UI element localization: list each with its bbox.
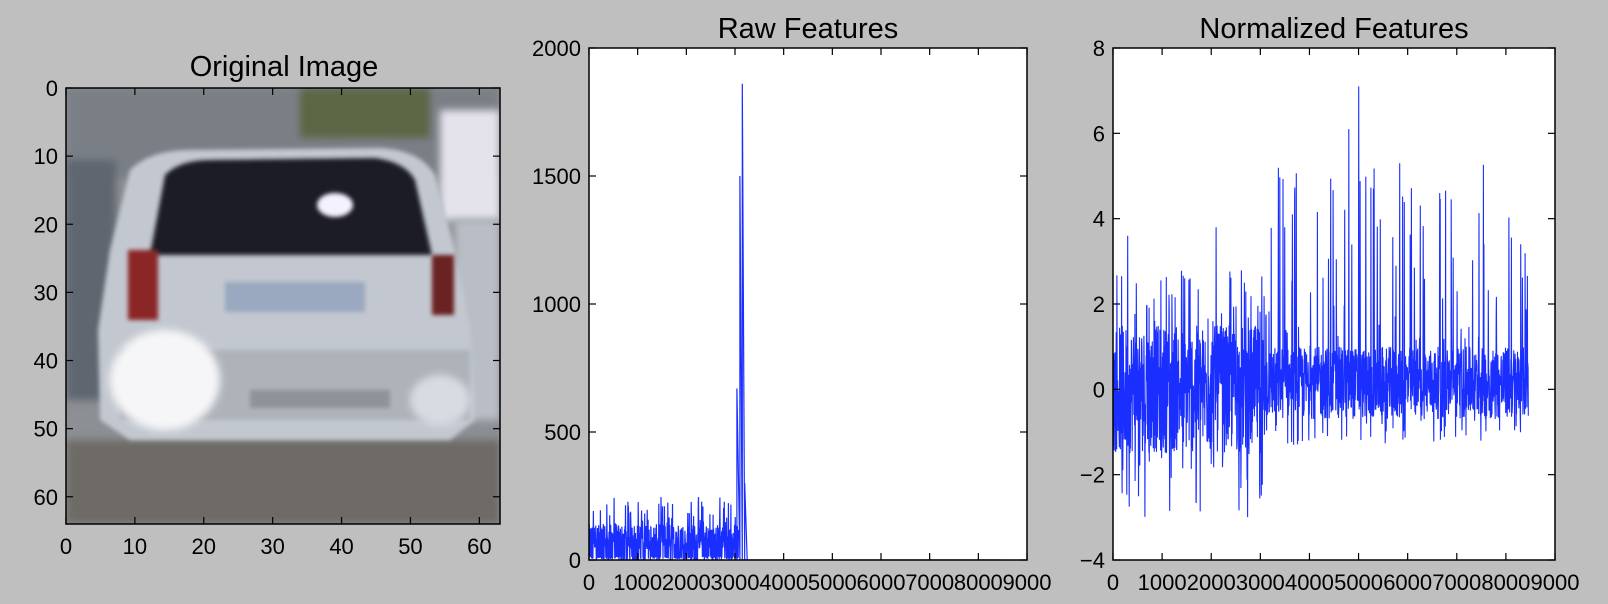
normalized-features-xtick-label: 9000 [1531, 570, 1580, 595]
raw-features-ytick-label: 0 [569, 548, 581, 573]
raw-features-xtick-label: 2000 [662, 570, 711, 595]
car-image [66, 88, 500, 524]
original-image-ytick-label: 60 [34, 485, 58, 510]
raw-features-ytick-label: 2000 [532, 36, 581, 61]
raw-features-xtick-label: 0 [583, 570, 595, 595]
normalized-features-ytick-label: 0 [1093, 377, 1105, 402]
original-image-ytick-label: 40 [34, 349, 58, 374]
raw-features-xtick-label: 8000 [954, 570, 1003, 595]
normalized-features-ytick-label: −4 [1080, 548, 1105, 573]
original-image-xtick-label: 60 [467, 534, 491, 559]
original-image-ytick-label: 0 [46, 76, 58, 101]
original-image-ytick-label: 50 [34, 417, 58, 442]
original-image-frame [65, 87, 501, 525]
original-image-title: Original Image [190, 51, 379, 83]
original-image-xtick-label: 40 [329, 534, 353, 559]
raw-features-xtick-label: 9000 [1003, 570, 1052, 595]
raw-features-panel: Raw Features 0 1000 2000 3000 4000 5000 6000 70… [532, 13, 1051, 595]
normalized-features-xtick-label: 2000 [1187, 570, 1236, 595]
raw-features-xtick-label: 1000 [613, 570, 662, 595]
raw-features-plot-area [589, 48, 1027, 560]
raw-features-xtick-label: 6000 [857, 570, 906, 595]
original-image-xtick-label: 30 [260, 534, 284, 559]
original-image-xtick-label: 0 [60, 534, 72, 559]
normalized-features-xtick-label: 3000 [1236, 570, 1285, 595]
original-image-xtick-label: 50 [398, 534, 422, 559]
normalized-features-series [1113, 86, 1529, 518]
raw-features-ytick-label: 1500 [532, 164, 581, 189]
original-image-xtick-label: 10 [123, 534, 147, 559]
raw-features-ytick-label: 500 [544, 420, 581, 445]
original-image-ytick-label: 30 [34, 280, 58, 305]
original-image-xtick-label: 20 [192, 534, 216, 559]
normalized-features-ytick-label: 8 [1093, 36, 1105, 61]
normalized-features-xtick-label: 4000 [1285, 570, 1334, 595]
normalized-features-xtick-label: 6000 [1383, 570, 1432, 595]
normalized-features-xtick-label: 1000 [1138, 570, 1187, 595]
normalized-features-panel: Normalized Features 0 1000 2000 3000 4000 500… [1080, 13, 1580, 595]
normalized-features-title: Normalized Features [1199, 13, 1468, 45]
normalized-features-ytick-label: 6 [1093, 121, 1105, 146]
original-image-panel: Original Image [34, 51, 501, 559]
normalized-features-xtick-label: 5000 [1334, 570, 1383, 595]
raw-features-ytick-label: 1000 [532, 292, 581, 317]
normalized-features-ytick-label: 2 [1093, 292, 1105, 317]
raw-features-xtick-label: 3000 [711, 570, 760, 595]
original-image-ytick-label: 20 [34, 212, 58, 237]
normalized-features-xtick-label: 7000 [1432, 570, 1481, 595]
raw-features-xtick-label: 5000 [808, 570, 857, 595]
normalized-features-ytick-label: 4 [1093, 207, 1105, 232]
normalized-features-ytick-label: −2 [1080, 463, 1105, 488]
normalized-features-plot-area [1113, 48, 1555, 560]
raw-features-xtick-label: 7000 [905, 570, 954, 595]
normalized-features-xtick-label: 0 [1107, 570, 1119, 595]
raw-features-title: Raw Features [718, 13, 899, 45]
original-image-ytick-label: 10 [34, 144, 58, 169]
raw-features-xtick-label: 4000 [759, 570, 808, 595]
normalized-features-xtick-label: 8000 [1481, 570, 1530, 595]
